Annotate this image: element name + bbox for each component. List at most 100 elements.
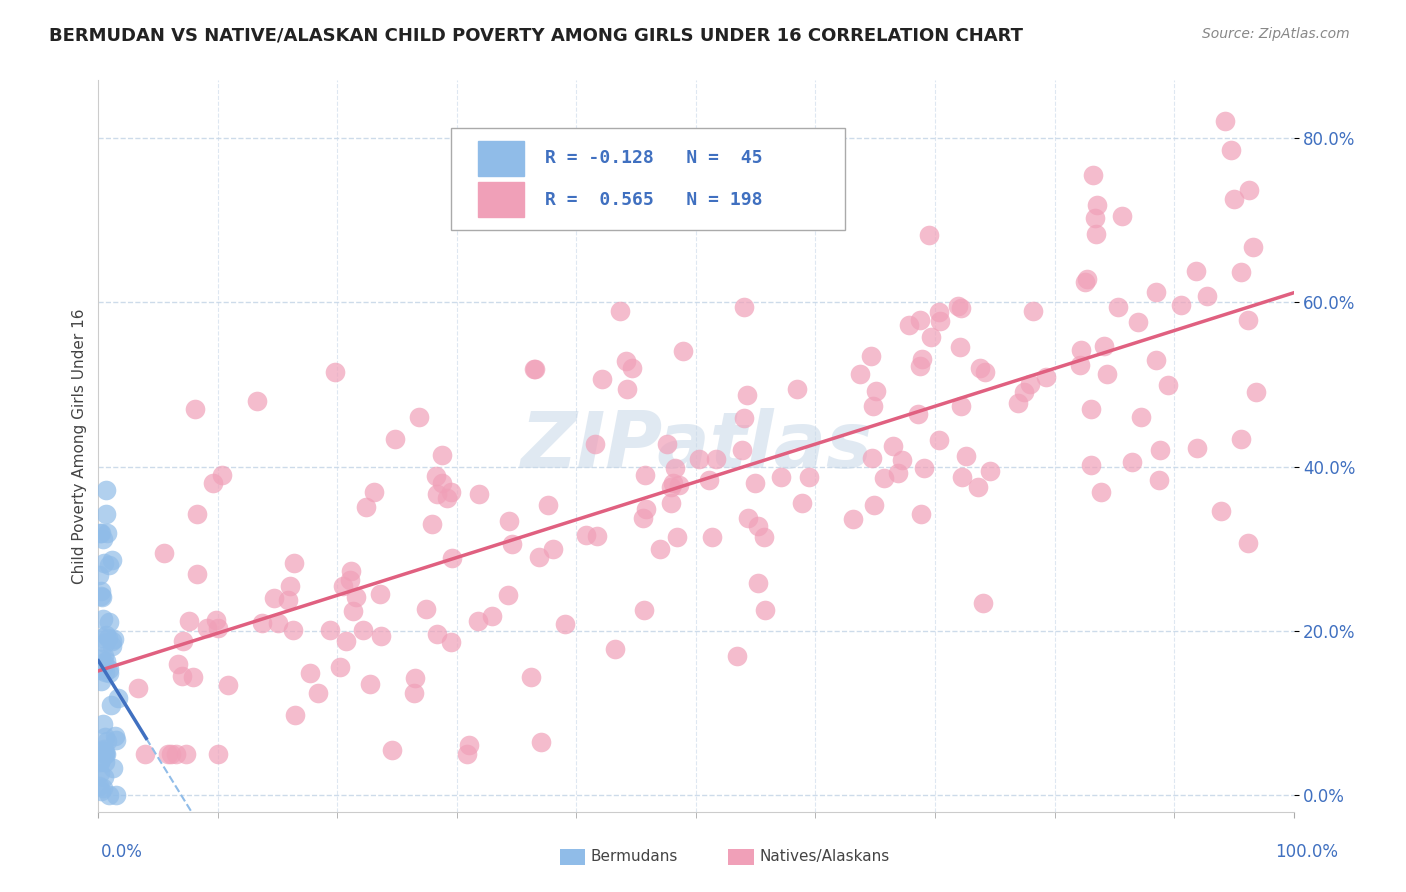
Point — [668, 478, 690, 492]
Point — [340, 564, 363, 578]
Point — [456, 747, 478, 762]
Point — [873, 471, 896, 485]
Point — [359, 676, 381, 690]
Point — [468, 486, 491, 500]
Point — [1219, 143, 1241, 157]
Text: 0.0%: 0.0% — [101, 843, 143, 861]
Point — [633, 603, 655, 617]
Point — [1007, 396, 1029, 410]
Point — [408, 409, 430, 424]
Point — [908, 312, 931, 326]
Text: Natives/Alaskans: Natives/Alaskans — [759, 849, 890, 863]
Point — [897, 318, 920, 333]
Point — [591, 372, 613, 386]
Point — [100, 639, 122, 653]
Point — [1170, 298, 1192, 312]
Point — [90, 526, 112, 541]
Point — [283, 624, 305, 638]
Point — [101, 633, 124, 648]
Point — [90, 589, 112, 603]
Point — [370, 587, 392, 601]
Point — [950, 469, 973, 483]
Point — [1223, 193, 1246, 207]
Point — [96, 525, 118, 540]
Point — [90, 591, 112, 605]
Point — [950, 399, 973, 413]
Point — [1211, 504, 1233, 518]
Point — [93, 557, 115, 571]
Point — [616, 382, 638, 396]
Point — [920, 330, 942, 344]
Point — [104, 729, 127, 743]
Point — [1126, 315, 1149, 329]
Point — [319, 623, 342, 637]
Point — [94, 483, 117, 498]
Point — [697, 473, 720, 487]
Point — [1018, 376, 1040, 391]
Point — [323, 365, 346, 379]
Point — [659, 480, 682, 494]
Point — [267, 615, 290, 630]
Point — [950, 301, 973, 315]
Point — [481, 608, 503, 623]
Point — [733, 410, 755, 425]
Point — [156, 747, 179, 762]
Point — [342, 604, 364, 618]
Point — [263, 591, 285, 606]
Point — [103, 632, 125, 647]
Point — [1080, 402, 1102, 417]
Point — [425, 469, 447, 483]
Text: Source: ZipAtlas.com: Source: ZipAtlas.com — [1202, 27, 1350, 41]
Point — [911, 352, 934, 367]
Point — [1111, 209, 1133, 223]
Point — [201, 476, 224, 491]
Point — [733, 300, 755, 314]
Point — [1185, 442, 1208, 456]
Point — [1243, 240, 1265, 254]
Point — [865, 384, 887, 399]
Point — [335, 634, 357, 648]
Point — [537, 498, 560, 512]
Point — [352, 624, 374, 638]
Text: ZIPatlas: ZIPatlas — [520, 408, 872, 484]
Point — [96, 654, 118, 668]
Point — [786, 382, 808, 396]
Point — [329, 659, 352, 673]
Point — [93, 747, 115, 762]
Point — [882, 439, 904, 453]
Point — [184, 402, 207, 417]
Point — [974, 365, 997, 379]
Point — [1149, 474, 1171, 488]
Point — [425, 627, 447, 641]
Point — [277, 593, 299, 607]
Point — [887, 466, 910, 480]
Point — [127, 681, 149, 695]
Point — [967, 480, 990, 494]
Point — [98, 558, 121, 573]
Point — [672, 344, 695, 359]
Point — [1076, 272, 1098, 286]
Point — [90, 660, 112, 674]
Point — [575, 528, 598, 542]
Point — [402, 686, 425, 700]
Point — [94, 731, 117, 745]
Point — [1237, 313, 1260, 327]
Point — [91, 612, 114, 626]
Point — [134, 747, 156, 762]
Point — [527, 549, 550, 564]
Point — [862, 400, 884, 414]
Point — [211, 467, 233, 482]
Point — [752, 530, 775, 544]
Point — [90, 631, 112, 645]
Point — [1107, 300, 1129, 314]
Point — [98, 662, 121, 676]
Point — [928, 305, 950, 319]
Point — [841, 511, 863, 525]
Point — [172, 633, 194, 648]
Point — [754, 603, 776, 617]
Point — [246, 393, 269, 408]
Point — [91, 532, 114, 546]
Text: Bermudans: Bermudans — [591, 849, 678, 863]
Point — [1197, 289, 1219, 303]
Point — [614, 354, 637, 368]
